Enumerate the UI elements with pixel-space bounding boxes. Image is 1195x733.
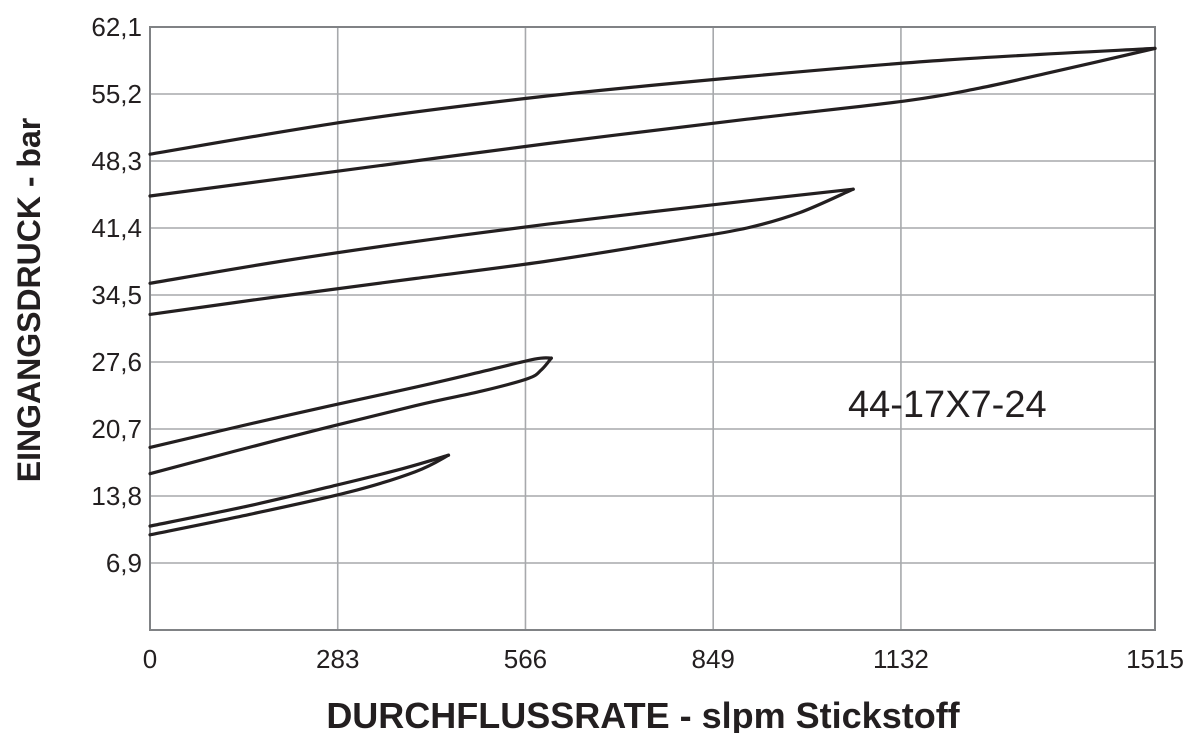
y-tick-label: 27,6 — [91, 347, 142, 377]
y-tick-label: 48,3 — [91, 146, 142, 176]
series-line-6 — [148, 356, 553, 476]
y-axis-title: EINGANGSDRUCK - bar — [11, 118, 47, 482]
x-axis-title: DURCHFLUSSRATE - slpm Stickstoff — [326, 695, 960, 733]
y-tick-label: 6,9 — [106, 548, 142, 578]
x-tick-label: 0 — [143, 644, 157, 674]
grid — [150, 27, 1155, 630]
x-tick-label: 283 — [316, 644, 359, 674]
series-line-7 — [148, 453, 451, 528]
chart-annotation: 44-17X7-24 — [848, 384, 1047, 426]
series-group — [148, 46, 1157, 537]
x-tick-label: 1132 — [873, 644, 929, 674]
plot-frame — [149, 26, 1156, 631]
series-line-3 — [148, 187, 855, 285]
y-tick-label: 62,1 — [91, 12, 142, 42]
y-tick-label: 13,8 — [91, 481, 142, 511]
series-line-2 — [148, 46, 1157, 198]
x-tick-labels: 0 283 566 849 1132 1515 — [143, 644, 1184, 674]
y-tick-labels: 6,9 13,8 20,7 27,6 34,5 41,4 48,3 55,2 62,1 — [91, 12, 142, 578]
y-tick-label: 55,2 — [91, 79, 142, 109]
series-line-1 — [148, 46, 1157, 156]
y-tick-label: 20,7 — [91, 414, 142, 444]
series-line-5 — [148, 356, 553, 449]
series-line-8 — [148, 453, 451, 537]
x-tick-label: 849 — [692, 644, 735, 674]
series-line-4 — [148, 187, 855, 316]
x-tick-label: 1515 — [1126, 644, 1184, 674]
y-tick-label: 41,4 — [91, 213, 142, 243]
x-tick-label: 566 — [504, 644, 547, 674]
y-tick-label: 34,5 — [91, 280, 142, 310]
